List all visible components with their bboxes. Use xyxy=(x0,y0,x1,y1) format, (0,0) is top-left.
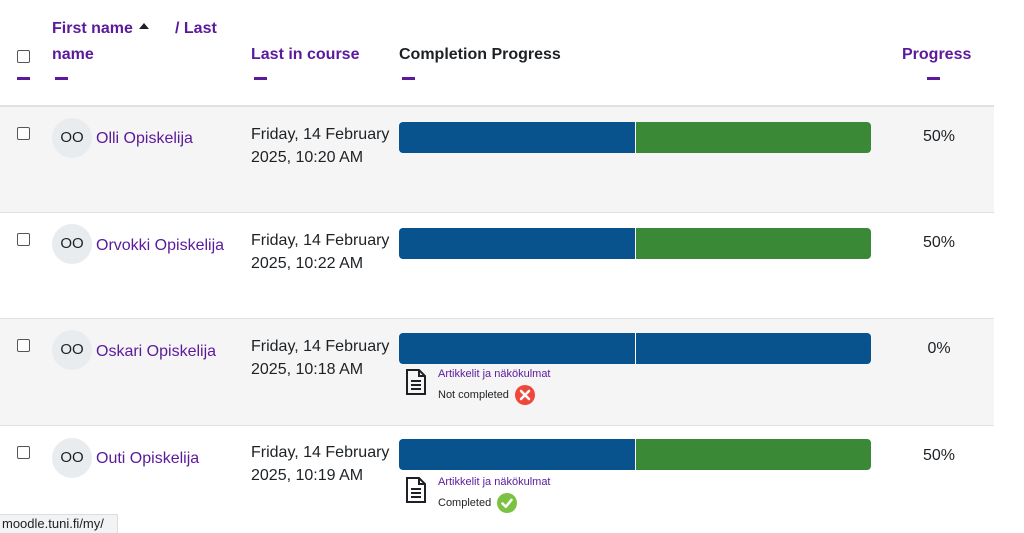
progress-value: 50% xyxy=(922,447,956,464)
activity-info: Artikkelit ja näkökulmat Completed xyxy=(405,475,625,513)
activity-submitted-segment[interactable] xyxy=(634,333,871,364)
check-icon xyxy=(497,493,518,513)
collapse-progress-icon[interactable] xyxy=(927,77,940,80)
collapse-column-icon[interactable] xyxy=(17,77,30,80)
completion-bar xyxy=(399,228,871,259)
user-name-link[interactable]: Orvokki Opiskelija xyxy=(96,237,225,254)
sort-ascending-icon xyxy=(138,23,149,29)
avatar[interactable]: OO xyxy=(52,330,92,370)
completion-bar xyxy=(399,122,871,153)
row-checkbox[interactable] xyxy=(17,446,30,459)
table-row: OO Olli Opiskelija Friday, 14 February 2… xyxy=(0,107,994,213)
activity-submitted-segment[interactable] xyxy=(399,228,635,259)
last-in-course: Friday, 14 February 2025, 10:22 AM xyxy=(251,232,390,272)
select-all-checkbox[interactable] xyxy=(17,50,30,63)
collapse-last-in-course-icon[interactable] xyxy=(254,77,267,80)
document-icon xyxy=(406,369,426,395)
activity-completed-segment[interactable] xyxy=(634,122,871,153)
lastname-label[interactable]: name xyxy=(52,46,94,63)
browser-status-bar: moodle.tuni.fi/my/ xyxy=(0,514,118,533)
activity-status-label: Not completed xyxy=(438,388,509,401)
activity-submitted-segment[interactable] xyxy=(399,122,635,153)
activity-name-link[interactable]: Artikkelit ja näkökulmat xyxy=(438,476,551,488)
completion-bar xyxy=(399,439,871,470)
completion-progress-header: Completion Progress xyxy=(399,46,561,63)
progress-value: 50% xyxy=(922,234,956,251)
lastname-sep[interactable]: / Last xyxy=(175,20,217,37)
table-row: OO Outi Opiskelija Friday, 14 February 2… xyxy=(0,426,994,533)
cross-icon xyxy=(515,385,535,405)
progress-value: 0% xyxy=(927,340,951,357)
sort-last-in-course-link[interactable]: Last in course xyxy=(251,46,360,63)
activity-submitted-segment[interactable] xyxy=(399,333,635,364)
avatar[interactable]: OO xyxy=(52,118,92,158)
user-name-link[interactable]: Oskari Opiskelija xyxy=(96,343,217,360)
progress-value: 50% xyxy=(922,128,956,145)
activity-status-label: Completed xyxy=(438,496,492,509)
firstname-label[interactable]: First name xyxy=(52,20,133,37)
collapse-name-column-icon[interactable] xyxy=(55,77,68,80)
sort-firstname-link[interactable]: First name xyxy=(52,17,149,40)
last-in-course: Friday, 14 February 2025, 10:18 AM xyxy=(251,338,390,378)
last-in-course: Friday, 14 February 2025, 10:20 AM xyxy=(251,126,390,166)
activity-status: Completed xyxy=(438,493,518,513)
table-row: OO Orvokki Opiskelija Friday, 14 Februar… xyxy=(0,213,994,319)
sort-progress-link[interactable]: Progress xyxy=(902,46,972,63)
activity-completed-segment[interactable] xyxy=(634,228,871,259)
document-icon xyxy=(406,477,426,503)
row-checkbox[interactable] xyxy=(17,233,30,246)
activity-completed-segment[interactable] xyxy=(634,439,871,470)
activity-info: Artikkelit ja näkökulmat Not completed xyxy=(405,367,625,405)
avatar[interactable]: OO xyxy=(52,224,92,264)
activity-status: Not completed xyxy=(438,385,535,405)
user-name-link[interactable]: Outi Opiskelija xyxy=(96,450,200,467)
sort-lastname-link[interactable]: / Last xyxy=(175,17,217,40)
avatar[interactable]: OO xyxy=(52,438,92,478)
activity-submitted-segment[interactable] xyxy=(399,439,635,470)
row-checkbox[interactable] xyxy=(17,127,30,140)
completion-bar xyxy=(399,333,871,364)
collapse-completion-icon[interactable] xyxy=(402,77,415,80)
last-in-course: Friday, 14 February 2025, 10:19 AM xyxy=(251,444,390,484)
row-checkbox[interactable] xyxy=(17,339,30,352)
activity-name-link[interactable]: Artikkelit ja näkökulmat xyxy=(438,368,551,380)
user-name-link[interactable]: Olli Opiskelija xyxy=(96,130,193,147)
table-row: OO Oskari Opiskelija Friday, 14 February… xyxy=(0,319,994,426)
table-header: First name / Last name Last in course Co… xyxy=(0,0,994,107)
